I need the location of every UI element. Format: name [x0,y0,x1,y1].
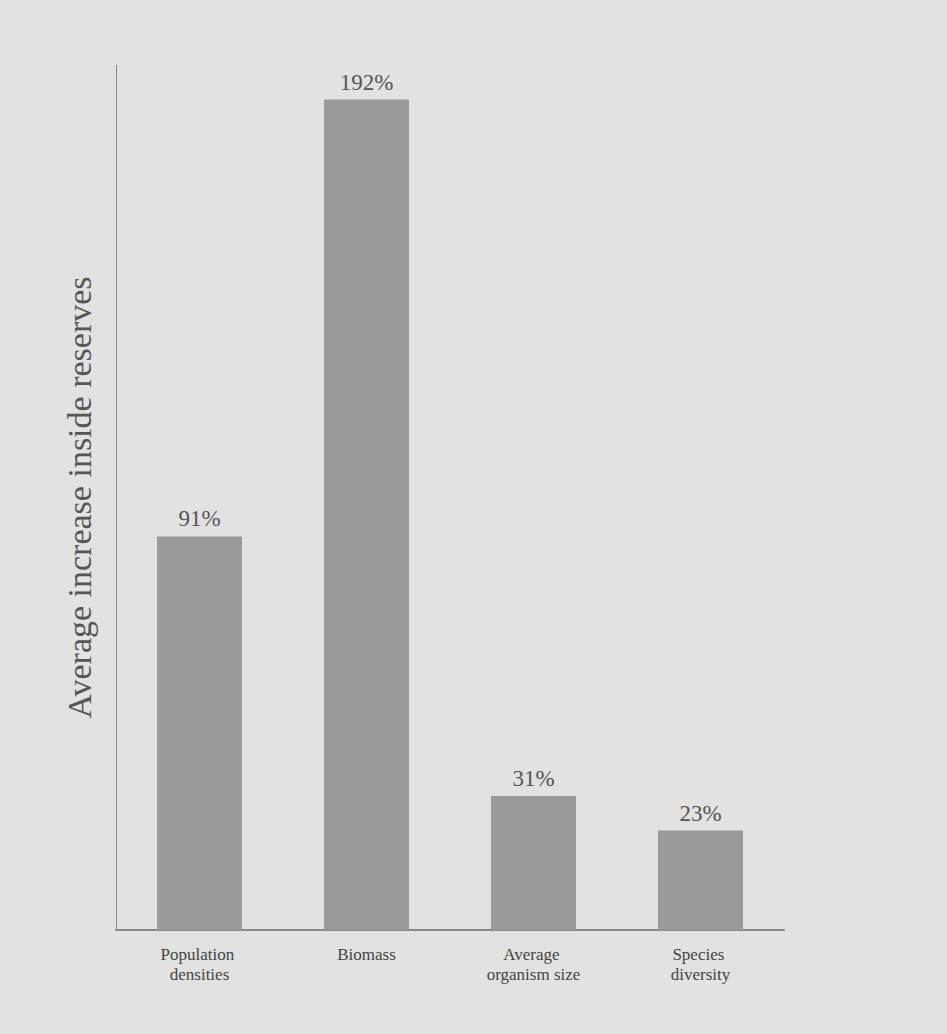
svg-text:91%: 91% [178,506,220,531]
svg-text:Population: Population [161,945,239,964]
svg-text:Average increase inside reserv: Average increase inside reserves [61,276,98,718]
svg-text:Average: Average [503,945,564,964]
svg-text:Species: Species [672,945,728,964]
svg-text:organism size: organism size [487,965,581,984]
svg-text:192%: 192% [340,70,394,95]
svg-text:23%: 23% [679,801,721,826]
svg-text:31%: 31% [512,766,554,791]
svg-text:diversity: diversity [671,965,731,984]
svg-text:Biomass: Biomass [337,945,396,964]
svg-text:densities: densities [170,965,230,984]
